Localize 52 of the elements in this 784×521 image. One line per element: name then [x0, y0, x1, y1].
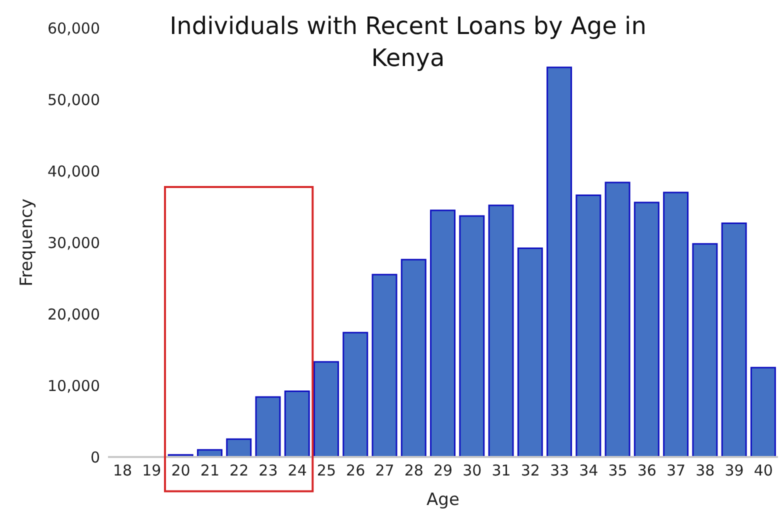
- bar: [634, 202, 660, 457]
- chart-title: Individuals with Recent Loans by Age in Kenya: [168, 11, 648, 74]
- x-tick-label: 36: [637, 462, 656, 480]
- x-tick-label: 33: [550, 462, 570, 480]
- x-tick-label: 25: [316, 462, 336, 480]
- y-tick-label: 30,000: [48, 234, 100, 252]
- bar: [400, 258, 426, 457]
- y-tick-label: 60,000: [48, 19, 100, 38]
- x-tick-label: 38: [696, 462, 715, 480]
- bar: [721, 222, 747, 457]
- bar: [284, 390, 310, 457]
- x-axis-title: Age: [426, 490, 460, 510]
- bar: [692, 243, 718, 457]
- bar: [372, 274, 398, 457]
- x-tick-label: 18: [113, 462, 132, 480]
- x-tick-label: 40: [754, 462, 773, 480]
- x-tick-label: 19: [142, 462, 162, 480]
- bar: [750, 366, 776, 457]
- y-tick-label: 20,000: [48, 305, 100, 324]
- x-tick-label: 31: [492, 462, 511, 480]
- x-tick-label: 20: [171, 462, 190, 480]
- x-tick-label: 27: [375, 462, 394, 480]
- y-axis-title: Frequency: [17, 198, 38, 286]
- bar: [576, 194, 602, 457]
- bar: [663, 192, 689, 457]
- x-tick-label: 35: [608, 462, 628, 480]
- x-tick-label: 39: [724, 462, 744, 480]
- bar: [459, 215, 485, 457]
- bar: [517, 247, 543, 457]
- y-tick-label: 0: [90, 448, 100, 466]
- bar: [255, 396, 281, 457]
- x-tick-label: 21: [200, 462, 220, 480]
- y-tick-label: 10,000: [48, 376, 100, 395]
- bar: [488, 204, 514, 457]
- y-tick-label: 50,000: [48, 90, 100, 109]
- x-tick-label: 30: [462, 462, 482, 480]
- bar: [342, 332, 368, 457]
- bar: [604, 182, 630, 457]
- x-tick-label: 26: [346, 462, 366, 480]
- x-tick-label: 24: [288, 462, 307, 480]
- x-tick-label: 34: [579, 462, 598, 480]
- x-tick-label: 29: [433, 462, 453, 480]
- bar: [226, 438, 252, 457]
- bar: [546, 66, 572, 457]
- x-tick-label: 23: [258, 462, 278, 480]
- bar: [430, 210, 456, 457]
- y-tick-label: 40,000: [48, 162, 100, 180]
- bar: [313, 361, 339, 457]
- x-tick-label: 28: [404, 462, 424, 480]
- x-tick-label: 32: [520, 462, 540, 480]
- x-tick-label: 37: [666, 462, 686, 480]
- x-tick-label: 22: [230, 462, 249, 480]
